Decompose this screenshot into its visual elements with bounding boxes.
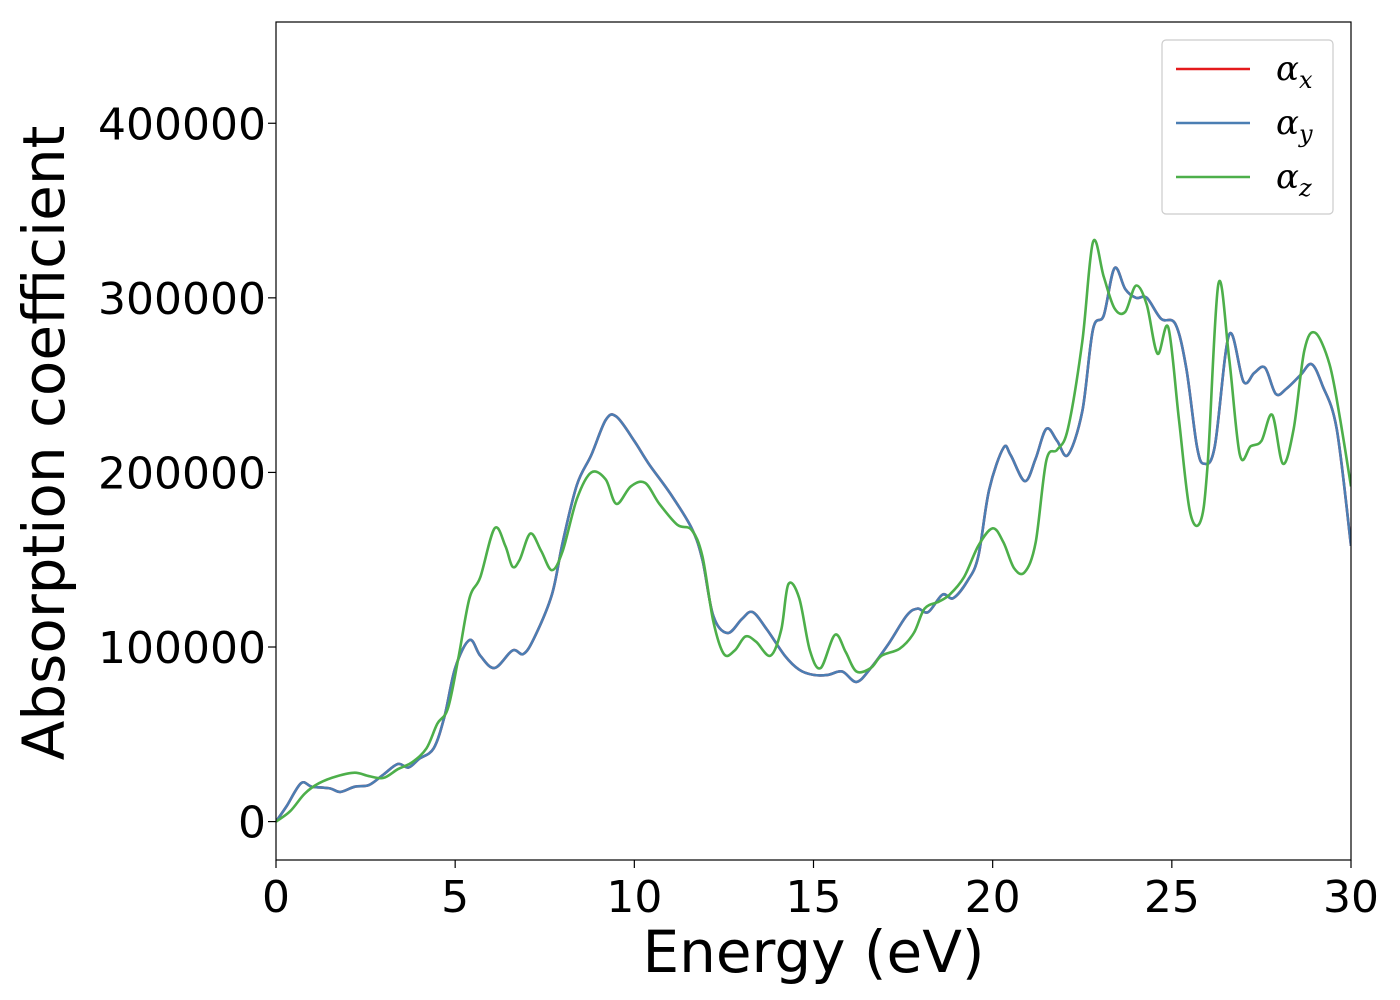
y-tick-label: 100000 — [98, 623, 266, 674]
x-tick-label: 0 — [262, 872, 290, 923]
y-tick-label: 0 — [238, 798, 266, 849]
y-tick-label: 400000 — [98, 99, 266, 150]
legend: αx αy αz — [1161, 39, 1334, 215]
x-tick-label: 25 — [1144, 872, 1200, 923]
x-tick-label: 30 — [1323, 872, 1379, 923]
series-line-alpha-z — [276, 238, 1351, 823]
y-tick-label: 300000 — [98, 274, 266, 325]
x-tick-label: 20 — [965, 872, 1021, 923]
series-layer — [276, 238, 1351, 823]
x-tick-label: 15 — [786, 872, 842, 923]
legend-box — [1161, 39, 1334, 215]
x-axis-label: Energy (eV) — [642, 918, 984, 986]
y-axis-label: Absorption coefficient — [10, 126, 78, 761]
legend-entry-alpha-y: αy — [1276, 103, 1313, 148]
x-tick-label: 5 — [441, 872, 469, 923]
y-axis-ticks: 0 100000 200000 300000 400000 — [98, 99, 276, 849]
legend-entry-alpha-x: αx — [1276, 49, 1313, 94]
y-tick-label: 200000 — [98, 448, 266, 499]
legend-entry-alpha-z: αz — [1276, 157, 1312, 202]
series-line-alpha-y — [276, 266, 1351, 823]
x-tick-label: 10 — [606, 872, 662, 923]
x-axis-ticks: 0 5 10 15 20 25 30 — [262, 860, 1379, 923]
